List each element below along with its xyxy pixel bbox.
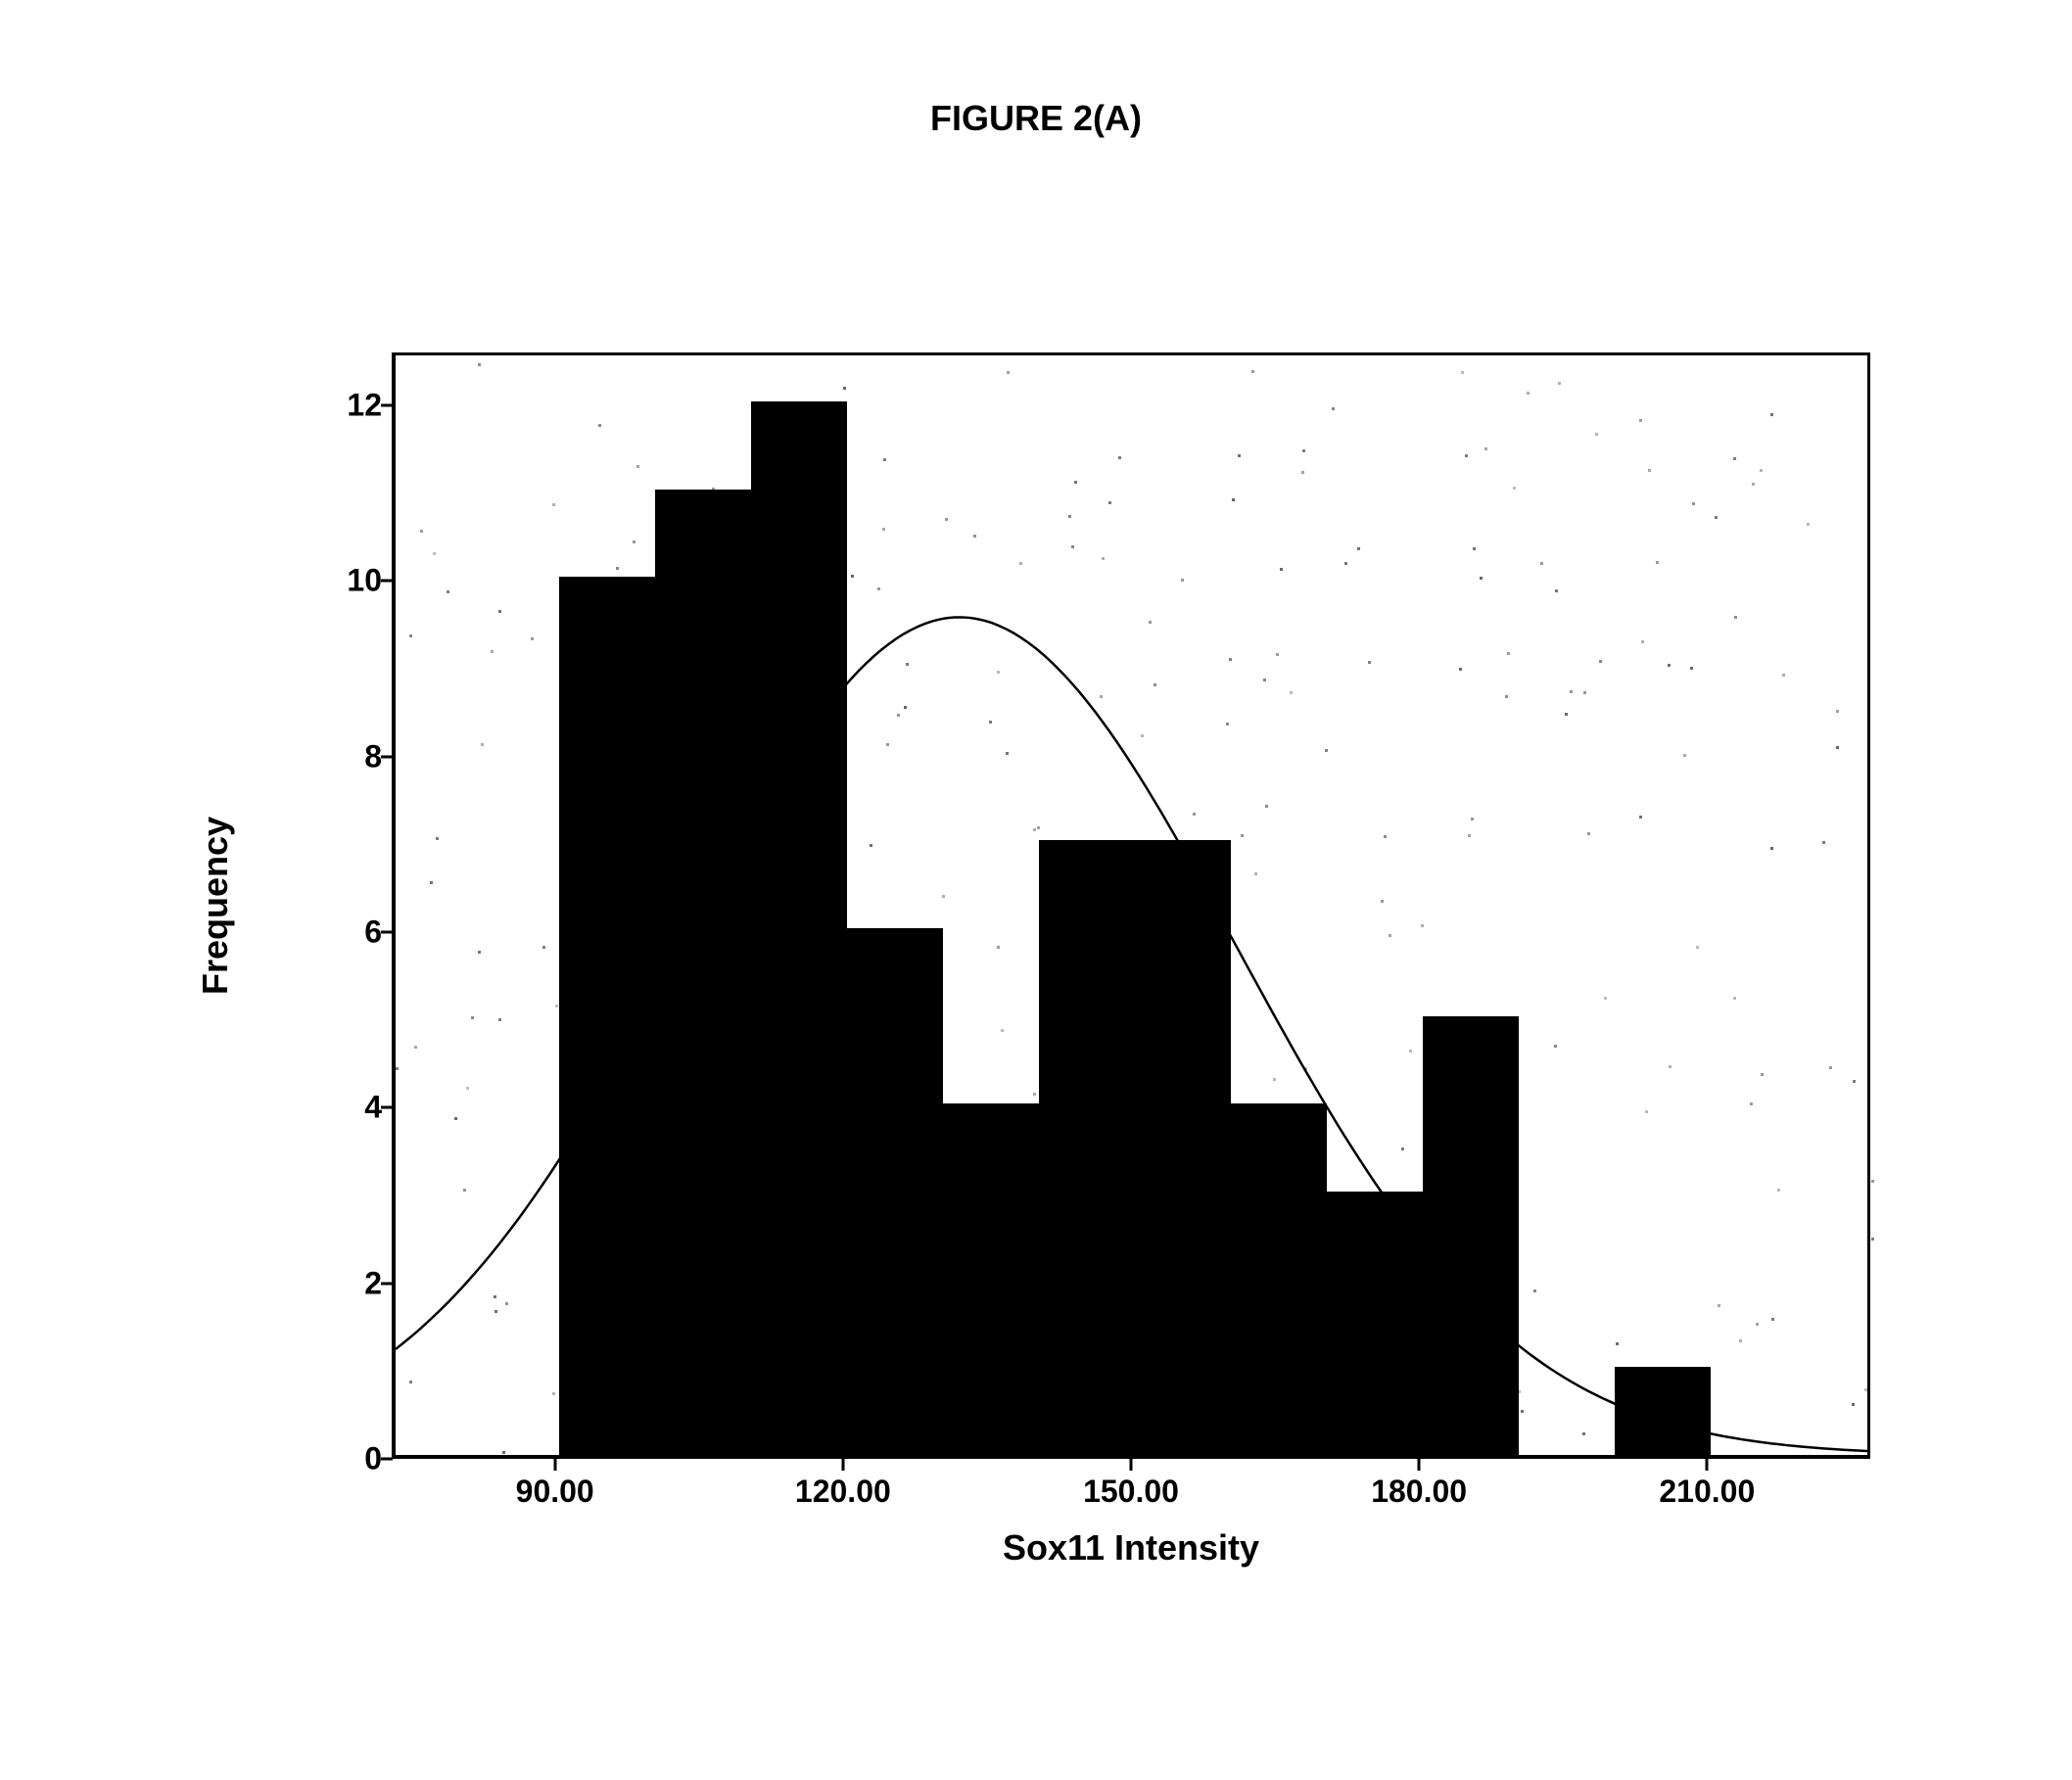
histogram-bar — [1327, 1192, 1423, 1455]
x-tick-label: 210.00 — [1659, 1474, 1755, 1510]
histogram-bar — [1135, 840, 1231, 1455]
histogram-bar — [751, 401, 847, 1455]
x-tick-mark — [1418, 1459, 1421, 1471]
histogram-bar — [847, 928, 943, 1455]
y-tick-label: 2 — [294, 1265, 382, 1301]
y-tick-mark — [381, 403, 393, 406]
bars-layer — [396, 355, 1867, 1455]
y-tick-label: 8 — [294, 738, 382, 774]
histogram-bar — [1423, 1016, 1519, 1455]
x-tick-label: 90.00 — [516, 1474, 594, 1510]
y-tick-mark — [381, 1458, 393, 1461]
x-tick-label: 150.00 — [1083, 1474, 1179, 1510]
x-tick-mark — [1130, 1459, 1133, 1471]
histogram-bar — [1231, 1103, 1327, 1455]
y-tick-mark — [381, 755, 393, 758]
y-tick-label: 12 — [294, 387, 382, 423]
x-tick-label: 120.00 — [795, 1474, 891, 1510]
x-tick-mark — [1706, 1459, 1709, 1471]
x-axis-label: Sox11 Intensity — [1003, 1527, 1259, 1569]
y-axis-label: Frequency — [195, 817, 236, 995]
histogram-bar — [1615, 1367, 1711, 1455]
y-tick-label: 0 — [294, 1441, 382, 1477]
histogram-chart: Frequency Sox11 Intensity 024681012 90.0… — [274, 352, 1890, 1586]
plot-frame — [392, 352, 1870, 1459]
y-tick-mark — [381, 580, 393, 583]
x-tick-label: 180.00 — [1371, 1474, 1467, 1510]
x-tick-mark — [553, 1459, 556, 1471]
histogram-bar — [655, 490, 751, 1456]
y-tick-label: 4 — [294, 1090, 382, 1126]
y-tick-mark — [381, 1106, 393, 1109]
histogram-bar — [559, 577, 655, 1455]
y-tick-mark — [381, 930, 393, 933]
histogram-bar — [1039, 840, 1135, 1455]
y-tick-label: 6 — [294, 913, 382, 950]
x-tick-mark — [841, 1459, 844, 1471]
figure-title: FIGURE 2(A) — [0, 98, 2072, 139]
y-tick-mark — [381, 1282, 393, 1285]
y-tick-label: 10 — [294, 563, 382, 599]
histogram-bar — [943, 1103, 1039, 1455]
